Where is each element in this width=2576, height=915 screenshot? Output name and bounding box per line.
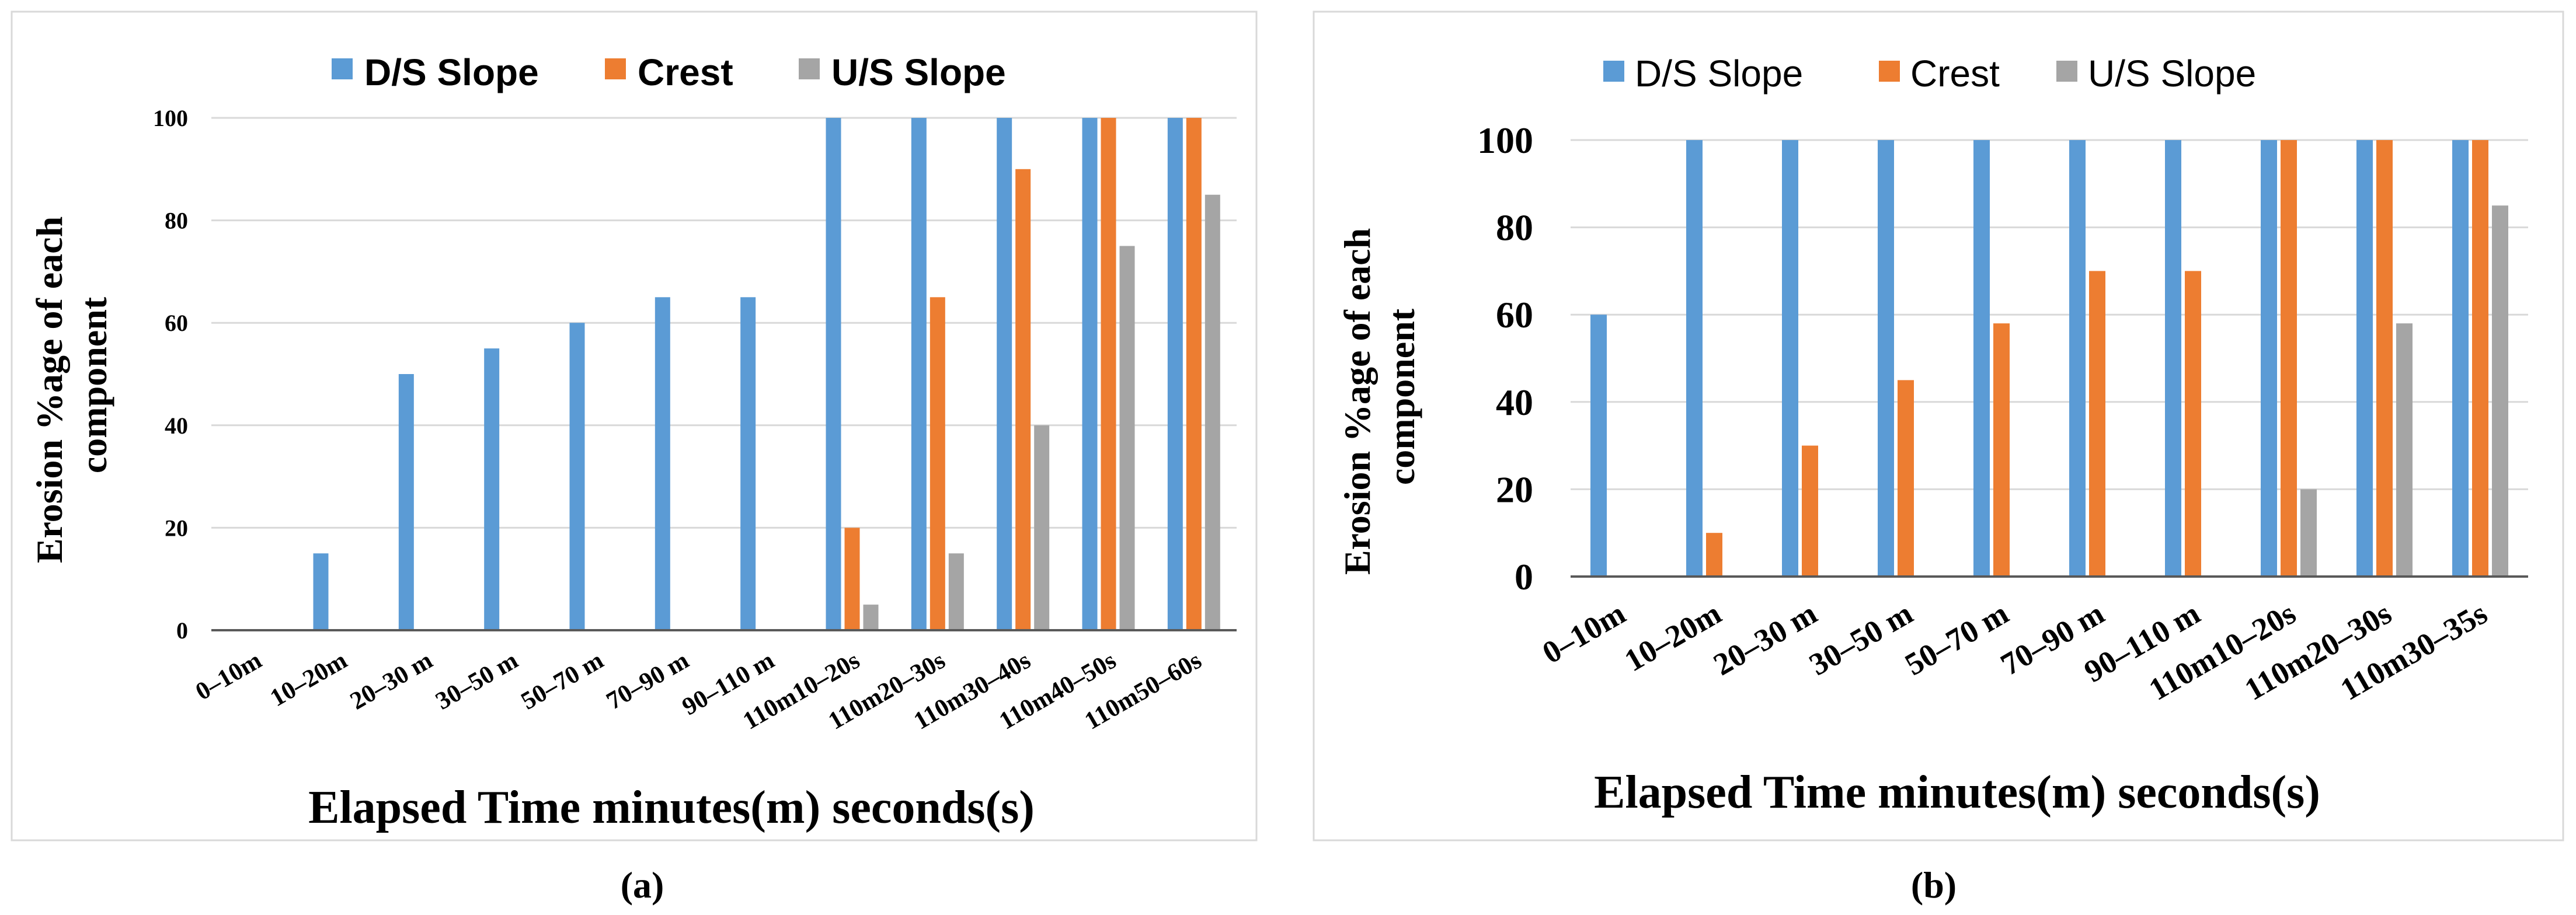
bar-d-s-slope-110m10-20s xyxy=(2261,140,2277,577)
bar-d-s-slope-50-70-m xyxy=(569,323,585,630)
bar-crest-50-70-m xyxy=(1993,323,2010,577)
legend-label-us-slope: U/S Slope xyxy=(831,51,1006,93)
panel-b-y-axis-title-line1: Erosion %age of each xyxy=(1336,228,1378,575)
bar-d-s-slope-10-20m xyxy=(313,553,329,630)
bar-crest-90-110-m xyxy=(2185,271,2201,577)
panel-a-x-axis-title: Elapsed Time minutes(m) seconds(s) xyxy=(308,782,1035,833)
legend-swatch-ds-slope xyxy=(1603,61,1624,82)
bar-d-s-slope-20-30-m xyxy=(398,374,414,630)
bar-d-s-slope-10-20m xyxy=(1686,140,1703,577)
legend-swatch-us-slope xyxy=(799,58,820,79)
bar-crest-110m30-35s xyxy=(2472,140,2488,577)
legend-swatch-crest xyxy=(1879,61,1900,82)
panel-a-bars xyxy=(313,118,1220,630)
panel-b-y-axis-title-line2: component xyxy=(1381,308,1422,485)
panel-a-gridlines xyxy=(211,117,1237,529)
panel-a-y-tick-labels: 0 20 40 60 80 100 xyxy=(153,105,188,644)
bar-d-s-slope-110m40-50s xyxy=(1082,118,1098,630)
bar-d-s-slope-90-110-m xyxy=(740,297,756,630)
bar-d-s-slope-30-50-m xyxy=(484,348,500,630)
panel-a-y-axis-title: Erosion %age of each component xyxy=(29,207,114,563)
bar-u-s-slope-110m30-40s xyxy=(1034,425,1050,630)
y-tick-label: 100 xyxy=(1477,120,1533,161)
y-tick-label: 100 xyxy=(153,105,188,131)
bar-crest-110m50-60s xyxy=(1186,118,1202,630)
y-tick-label: 80 xyxy=(1496,207,1533,249)
panel-b-bars xyxy=(1590,140,2508,577)
bar-crest-110m10-20s xyxy=(2281,140,2297,577)
bar-crest-110m20-30s xyxy=(930,297,945,630)
y-tick-label: 20 xyxy=(165,515,188,541)
panel-b-frame xyxy=(1313,11,2564,841)
bar-d-s-slope-70-90-m xyxy=(655,297,670,630)
bar-crest-110m10-20s xyxy=(844,528,860,630)
legend-label-ds-slope: D/S Slope xyxy=(1635,53,1803,95)
bar-crest-110m40-50s xyxy=(1101,118,1116,630)
bar-u-s-slope-110m10-20s xyxy=(2300,489,2317,577)
bar-u-s-slope-110m10-20s xyxy=(863,605,879,630)
bar-crest-30-50-m xyxy=(1898,380,1914,577)
bar-d-s-slope-110m20-30s xyxy=(911,118,927,630)
bar-u-s-slope-110m40-50s xyxy=(1119,246,1135,630)
panel-a-legend: D/S Slope Crest U/S Slope xyxy=(332,51,1006,93)
bar-d-s-slope-30-50-m xyxy=(1878,140,1894,577)
y-tick-label: 80 xyxy=(165,208,188,234)
y-tick-label: 40 xyxy=(165,413,188,439)
y-tick-label: 0 xyxy=(1515,556,1533,598)
bar-crest-110m20-30s xyxy=(2376,140,2393,577)
bar-crest-10-20m xyxy=(1706,533,1722,577)
bar-u-s-slope-110m50-60s xyxy=(1205,194,1220,630)
bar-d-s-slope-70-90-m xyxy=(2069,140,2086,577)
panel-b-legend: D/S Slope Crest U/S Slope xyxy=(1603,53,2256,95)
legend-label-crest: Crest xyxy=(638,51,733,93)
bar-d-s-slope-110m30-40s xyxy=(997,118,1012,630)
panel-a-y-axis-title-line1: Erosion %age of each xyxy=(29,216,70,563)
panel-b-y-axis-title: Erosion %age of each component xyxy=(1336,219,1422,575)
bar-d-s-slope-20-30-m xyxy=(1782,140,1798,577)
bar-d-s-slope-90-110-m xyxy=(2165,140,2181,577)
bar-d-s-slope-110m30-35s xyxy=(2452,140,2469,577)
y-tick-label: 0 xyxy=(176,617,188,644)
y-tick-label: 20 xyxy=(1496,469,1533,510)
y-tick-label: 60 xyxy=(1496,294,1533,336)
bar-crest-20-30-m xyxy=(1802,445,1818,577)
panel-b-y-tick-labels: 0 20 40 60 80 100 xyxy=(1477,120,1533,598)
bar-u-s-slope-110m20-30s xyxy=(948,553,964,630)
bar-d-s-slope-110m20-30s xyxy=(2356,140,2373,577)
y-tick-label: 60 xyxy=(165,310,188,336)
bar-d-s-slope-0-10m xyxy=(1590,315,1607,577)
legend-swatch-crest xyxy=(605,58,626,79)
bar-u-s-slope-110m20-30s xyxy=(2396,323,2413,577)
bar-crest-70-90-m xyxy=(2089,271,2105,577)
bar-u-s-slope-110m30-35s xyxy=(2492,205,2508,577)
legend-label-ds-slope: D/S Slope xyxy=(364,51,539,93)
legend-swatch-ds-slope xyxy=(332,58,353,79)
bar-d-s-slope-110m50-60s xyxy=(1167,118,1183,630)
legend-swatch-us-slope xyxy=(2056,61,2077,82)
panel-b-x-axis-title: Elapsed Time minutes(m) seconds(s) xyxy=(1594,767,2320,818)
legend-label-us-slope: U/S Slope xyxy=(2088,53,2256,95)
legend-label-crest: Crest xyxy=(1910,53,2000,95)
bar-d-s-slope-50-70-m xyxy=(1973,140,1990,577)
panel-b-caption: (b) xyxy=(1911,864,1957,906)
panel-a-y-axis-title-line2: component xyxy=(73,296,114,473)
panel-a-caption: (a) xyxy=(621,864,664,906)
bar-d-s-slope-110m10-20s xyxy=(826,118,841,630)
y-tick-label: 40 xyxy=(1496,382,1533,423)
bar-crest-110m30-40s xyxy=(1015,169,1031,630)
